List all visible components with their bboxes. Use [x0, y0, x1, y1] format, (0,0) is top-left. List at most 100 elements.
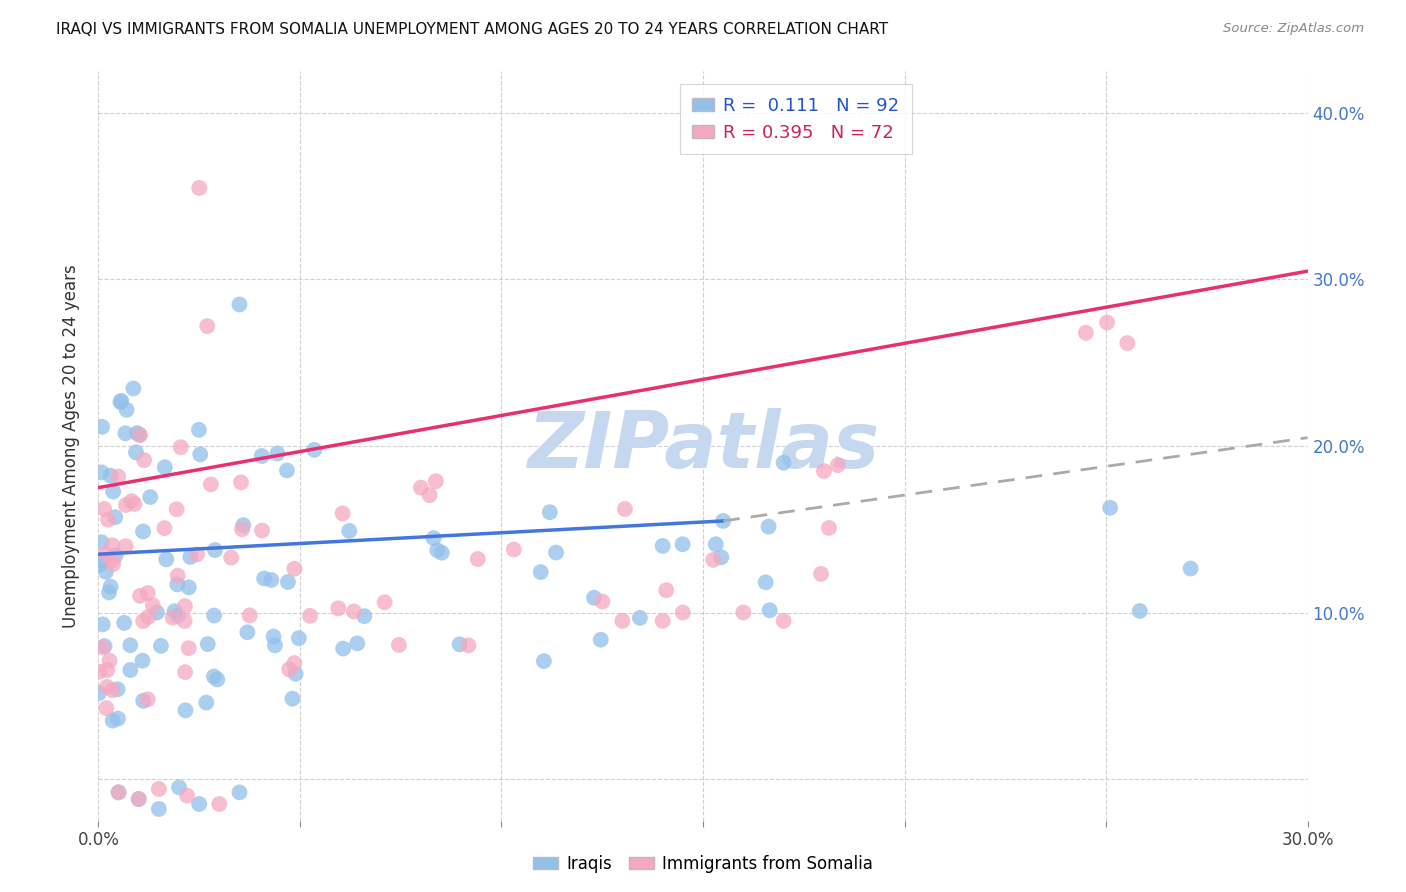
Point	[176, 789, 198, 803]
Point	[332, 507, 354, 521]
Point	[136, 692, 159, 706]
Point	[651, 539, 673, 553]
Point	[104, 548, 127, 562]
Point	[733, 606, 755, 620]
Point	[612, 614, 634, 628]
Point	[94, 565, 117, 579]
Legend: R =  0.111   N = 92, R = 0.395   N = 72: R = 0.111 N = 92, R = 0.395 N = 72	[679, 84, 911, 154]
Point	[328, 601, 350, 615]
Point	[332, 641, 354, 656]
Point	[188, 447, 211, 461]
Point	[107, 682, 129, 697]
Point	[250, 449, 273, 463]
Legend: Iraqis, Immigrants from Somalia: Iraqis, Immigrants from Somalia	[526, 848, 880, 880]
Point	[207, 673, 229, 687]
Point	[101, 683, 124, 698]
Point	[96, 663, 118, 677]
Point	[104, 510, 127, 524]
Point	[502, 542, 524, 557]
Point	[283, 562, 305, 576]
Text: IRAQI VS IMMIGRANTS FROM SOMALIA UNEMPLOYMENT AMONG AGES 20 TO 24 YEARS CORRELAT: IRAQI VS IMMIGRANTS FROM SOMALIA UNEMPLO…	[56, 22, 889, 37]
Point	[91, 552, 114, 566]
Point	[90, 535, 112, 549]
Point	[278, 662, 301, 676]
Point	[167, 780, 190, 795]
Point	[136, 586, 159, 600]
Point	[115, 402, 138, 417]
Point	[153, 460, 176, 475]
Point	[277, 574, 299, 589]
Point	[195, 319, 218, 334]
Point	[758, 603, 780, 617]
Point	[239, 608, 262, 623]
Point	[772, 456, 794, 470]
Point	[426, 543, 449, 558]
Point	[591, 594, 613, 608]
Point	[219, 550, 242, 565]
Point	[228, 785, 250, 799]
Point	[231, 522, 253, 536]
Point	[655, 583, 678, 598]
Point	[112, 615, 135, 630]
Point	[276, 463, 298, 477]
Point	[374, 595, 396, 609]
Point	[93, 502, 115, 516]
Point	[651, 614, 673, 628]
Point	[202, 669, 225, 683]
Point	[100, 580, 122, 594]
Point	[179, 549, 201, 564]
Point	[100, 468, 122, 483]
Point	[120, 663, 142, 677]
Point	[827, 458, 849, 472]
Point	[174, 599, 197, 614]
Point	[174, 703, 197, 717]
Point	[101, 714, 124, 728]
Point	[98, 585, 121, 599]
Point	[1129, 604, 1152, 618]
Point	[283, 656, 305, 670]
Point	[1099, 500, 1122, 515]
Point	[90, 466, 112, 480]
Point	[148, 802, 170, 816]
Point	[96, 680, 118, 694]
Point	[467, 552, 489, 566]
Point	[91, 617, 114, 632]
Point	[672, 606, 695, 620]
Point	[107, 712, 129, 726]
Point	[186, 548, 208, 562]
Point	[281, 691, 304, 706]
Point	[166, 608, 188, 623]
Point	[129, 589, 152, 603]
Point	[128, 427, 150, 442]
Point	[544, 545, 567, 559]
Point	[101, 484, 124, 499]
Point	[188, 181, 211, 195]
Point	[96, 701, 118, 715]
Point	[204, 543, 226, 558]
Point	[128, 792, 150, 806]
Point	[148, 782, 170, 797]
Point	[97, 513, 120, 527]
Point	[98, 654, 121, 668]
Point	[188, 797, 211, 811]
Point	[419, 488, 441, 502]
Point	[197, 637, 219, 651]
Point	[1116, 336, 1139, 351]
Point	[710, 550, 733, 565]
Point	[163, 604, 186, 618]
Point	[711, 514, 734, 528]
Point	[132, 694, 155, 708]
Point	[132, 614, 155, 628]
Point	[353, 609, 375, 624]
Point	[94, 547, 117, 561]
Point	[136, 610, 159, 624]
Point	[228, 297, 250, 311]
Point	[107, 785, 129, 799]
Point	[772, 614, 794, 628]
Point	[264, 638, 287, 652]
Point	[422, 531, 444, 545]
Point	[122, 382, 145, 396]
Point	[538, 505, 561, 519]
Point	[114, 539, 136, 553]
Point	[129, 428, 152, 442]
